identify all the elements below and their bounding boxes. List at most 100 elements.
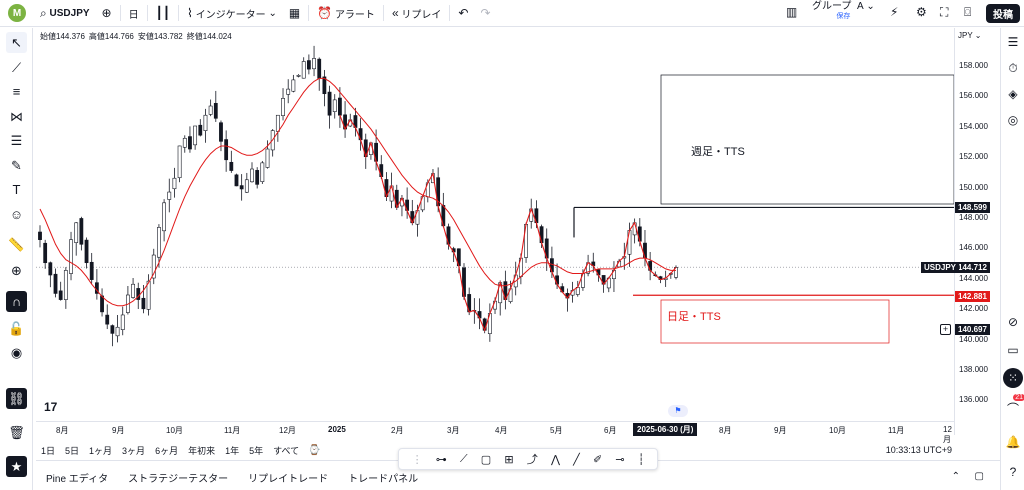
bottom-tab[interactable]: リプレイトレード — [248, 474, 329, 485]
zoom-tool[interactable]: ⊕ — [6, 260, 27, 281]
daily-tts-label[interactable]: 日足・TTS — [667, 311, 721, 323]
time-axis[interactable]: 8月 9月 10月 11月 12月 2025 2月 3月 4月 5月 6月 8月 9月 10月 11月 12月… — [36, 421, 954, 444]
quick-search-button[interactable]: ⚡ — [890, 5, 898, 19]
help-button[interactable]: ? — [1003, 462, 1023, 482]
dots-grid-icon: ⁙ — [1007, 371, 1019, 385]
fib-icon: ☰ — [10, 132, 23, 148]
range-option[interactable]: 1日 — [41, 446, 56, 456]
events-flags[interactable]: ⚑ — [668, 405, 688, 417]
hotlist-button[interactable]: ◎ — [1003, 110, 1023, 130]
range-option[interactable]: 6ヶ月 — [155, 446, 179, 456]
redo-button[interactable]: ↷ — [474, 0, 496, 27]
path-icon[interactable]: ⤴ — [526, 454, 538, 466]
candle-body — [213, 103, 218, 119]
ideas-button[interactable]: ⊘ — [1003, 312, 1023, 332]
weekly-tts-label[interactable]: 週足・TTS — [691, 146, 745, 158]
layout-select-button[interactable]: ▥ — [786, 5, 797, 19]
add-symbol-button[interactable]: ⊕ — [96, 0, 118, 27]
candle-body — [286, 88, 291, 95]
brush-tool[interactable]: ✎ — [6, 155, 27, 176]
link-tool[interactable]: ⛓ — [6, 388, 27, 409]
layers-button[interactable]: ◈ — [1003, 84, 1023, 104]
calendar-button[interactable]: ▭ — [1003, 340, 1023, 360]
range-option[interactable]: 1ヶ月 — [89, 446, 113, 456]
time-tick: 11月 — [888, 426, 905, 435]
indicators-button[interactable]: ⌇ インジケーター ⌄ — [181, 0, 283, 27]
range-option[interactable]: すべて — [273, 446, 300, 456]
collapse-panel-button[interactable]: ⌃ — [951, 471, 960, 482]
bottom-tab[interactable]: Pine エディタ — [46, 474, 109, 485]
replay-button[interactable]: « リプレイ — [386, 0, 447, 27]
maximize-panel-button[interactable]: ▢ — [974, 471, 984, 482]
cursor-tool[interactable]: ↖ — [6, 32, 27, 53]
chart-type-button[interactable]: ┃┃ — [150, 0, 176, 27]
lock-tool[interactable]: 🔓 — [6, 318, 27, 339]
smiley-icon: ☺ — [9, 207, 24, 222]
chart-canvas[interactable] — [36, 28, 954, 421]
rectangle-icon[interactable]: ▢ — [480, 453, 492, 466]
bottom-tab[interactable]: トレードパネル — [348, 474, 419, 485]
apps-button[interactable]: ⁙ — [1003, 368, 1023, 388]
interval-button[interactable]: 日 — [128, 9, 139, 21]
news-button[interactable]: ⌒ 21 — [1003, 394, 1024, 418]
chart-pane[interactable]: 始値144.376 高値144.766 安値143.782 終値144.024 — [36, 28, 954, 421]
date-range-icon[interactable]: ⌚ — [308, 445, 321, 456]
clock-label[interactable]: 10:33:13 UTC+9 — [885, 445, 952, 455]
currency-select[interactable]: JPY ⌄ — [958, 31, 982, 40]
trendline-tool[interactable]: ⟋ — [6, 57, 27, 78]
pattern-icon: ⋈ — [10, 108, 23, 124]
candle-body — [239, 185, 244, 190]
bottom-panel-tabs: Pine エディタ ストラテジーテスター リプレイトレード トレードパネル ⌃ ▢ — [36, 465, 1000, 490]
text-icon: T — [12, 182, 21, 197]
range-option[interactable]: 5年 — [249, 446, 264, 456]
price-axis[interactable]: JPY ⌄ 158.000 156.000 154.000 152.000 150.00… — [954, 28, 1000, 435]
fib-tool[interactable]: ☰ — [6, 130, 27, 151]
layout-button[interactable]: ▦ — [283, 0, 306, 27]
line-icon[interactable]: ╱ — [573, 453, 580, 466]
range-option[interactable]: 5日 — [65, 446, 80, 456]
ruler-tool[interactable]: 📏 — [6, 234, 27, 255]
pattern-tool[interactable]: ⋈ — [6, 106, 27, 127]
crosshair-icon[interactable]: ⊞ — [504, 453, 514, 466]
add-alert-plus-button[interactable]: + — [940, 324, 951, 335]
indicators-icon: ⌇ — [187, 6, 193, 20]
settings-button[interactable]: ⚙ — [916, 5, 927, 19]
channel-tool[interactable]: ≡ — [6, 81, 27, 102]
candle-body — [312, 58, 316, 70]
trendline-icon[interactable]: ⟋ — [459, 452, 468, 465]
alerts-button[interactable]: ⏱ — [1003, 58, 1023, 78]
group-button[interactable]: グループ A ⌄ 保存 — [812, 2, 875, 22]
fullscreen-button[interactable]: ⛶ — [940, 5, 948, 20]
watchlist-button[interactable]: ☰ — [1003, 32, 1023, 52]
text-tool[interactable]: T — [6, 179, 27, 200]
price-tick: 144.000 — [959, 273, 988, 283]
vertical-line-icon[interactable]: ┆ — [637, 453, 645, 466]
range-option[interactable]: 年初来 — [188, 446, 216, 456]
brush-icon[interactable]: ✐ — [592, 453, 603, 466]
horizontal-line-icon[interactable]: ⊸ — [615, 453, 625, 466]
emoji-tool[interactable]: ☺ — [6, 204, 27, 225]
bottom-tab[interactable]: ストラテジーテスター — [128, 474, 229, 485]
hide-tool[interactable]: ◉ — [6, 342, 27, 363]
delete-tool[interactable]: 🗑 — [6, 422, 27, 443]
moving-average-line — [39, 77, 676, 307]
tradingview-logo[interactable]: 17 — [44, 400, 58, 414]
magnet-tool[interactable]: ∩ — [6, 291, 27, 312]
alert-button[interactable]: ⏰ アラート — [311, 0, 381, 27]
user-avatar[interactable]: M — [8, 4, 26, 22]
snapshot-button[interactable]: ⌼ — [964, 5, 971, 20]
chat-button[interactable]: 🔔 — [1003, 432, 1023, 452]
polyline-icon[interactable]: ⋀ — [550, 453, 560, 466]
drag-handle-icon[interactable]: ⋮ — [411, 453, 423, 466]
time-tick: 2025 — [328, 425, 346, 434]
symbol-search-button[interactable]: ⌕ USDJPY — [34, 0, 96, 27]
post-button[interactable]: 投稿 — [986, 4, 1020, 23]
candle-body — [79, 218, 84, 245]
range-option[interactable]: 3ヶ月 — [122, 446, 146, 456]
range-option[interactable]: 1年 — [225, 446, 240, 456]
undo-button[interactable]: ↶ — [452, 0, 474, 27]
horizontal-ray-icon[interactable]: ⊶ — [435, 453, 447, 466]
candle-body — [322, 76, 327, 95]
favorites-tool[interactable]: ★ — [6, 456, 27, 477]
price-tick: 146.000 — [959, 243, 988, 253]
